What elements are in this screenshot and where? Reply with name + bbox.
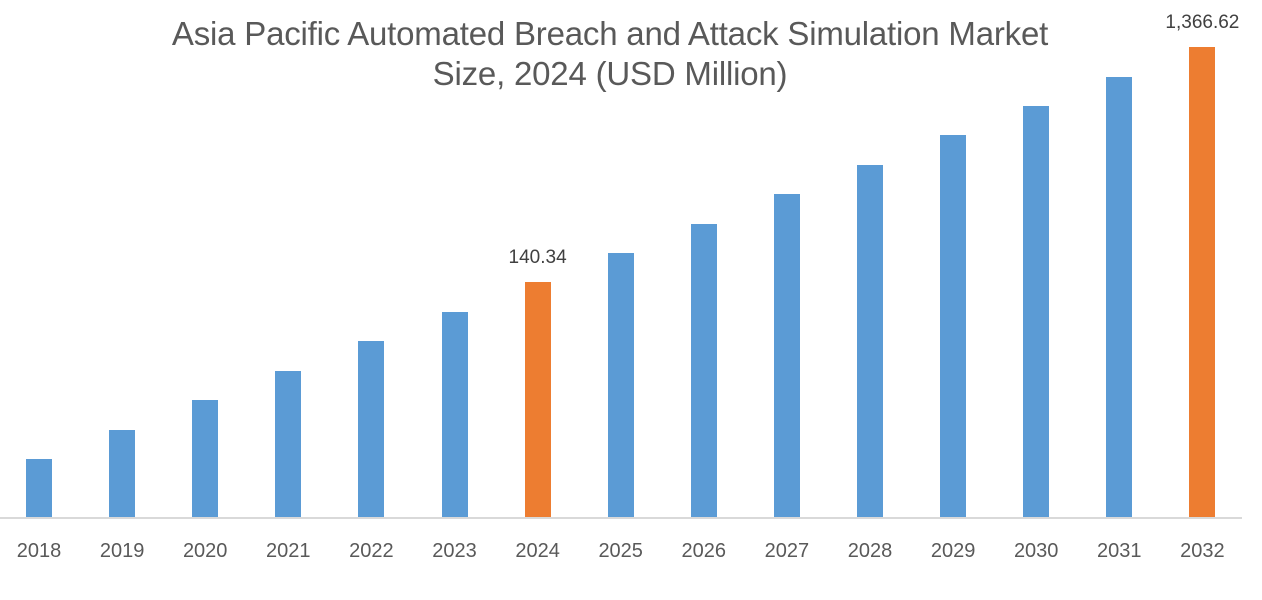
x-tick-label: 2021 (266, 540, 311, 562)
x-tick-label: 2025 (598, 540, 643, 562)
bar-2023 (441, 312, 468, 517)
x-tick-label: 2018 (16, 540, 62, 562)
x-tick-label: 2028 (847, 540, 893, 562)
x-tick-label: 2022 (349, 540, 394, 562)
x-tick-label: 2023 (432, 540, 477, 562)
x-tick-label: 2020 (182, 540, 228, 562)
bar-2019 (109, 430, 136, 517)
bar-2026 (690, 224, 717, 517)
data-label-2024: 140.34 (508, 247, 567, 268)
bar-2032 (1189, 47, 1216, 517)
x-axis-line (0, 517, 1242, 519)
bar-2028 (857, 165, 883, 517)
chart-title-line-2: Size, 2024 (USD Million) (432, 55, 788, 92)
x-tick-label: 2027 (764, 540, 810, 562)
x-tick-label: 2030 (1013, 540, 1059, 562)
x-tick-label: 2026 (681, 540, 727, 562)
x-tick-label: 2031 (1097, 540, 1142, 562)
x-tick-label: 2024 (515, 540, 560, 562)
bar-2030 (1023, 106, 1050, 517)
chart-title: Asia Pacific Automated Breach and Attack… (60, 14, 1160, 94)
bar-2022 (358, 341, 385, 517)
bar-2025 (607, 253, 634, 517)
bar-2024 (524, 282, 551, 517)
bar-2029 (940, 135, 967, 517)
chart-title-line-1: Asia Pacific Automated Breach and Attack… (171, 15, 1049, 52)
x-tick-label: 2032 (1180, 540, 1225, 562)
bar-2031 (1106, 77, 1133, 517)
bar-2020 (192, 400, 219, 517)
bar-2027 (773, 194, 800, 517)
x-tick-label: 2029 (930, 540, 976, 562)
x-tick-label: 2019 (99, 540, 145, 562)
data-label-2032: 1,366.62 (1165, 12, 1240, 33)
bar-2018 (26, 459, 52, 517)
bar-2021 (275, 371, 302, 517)
